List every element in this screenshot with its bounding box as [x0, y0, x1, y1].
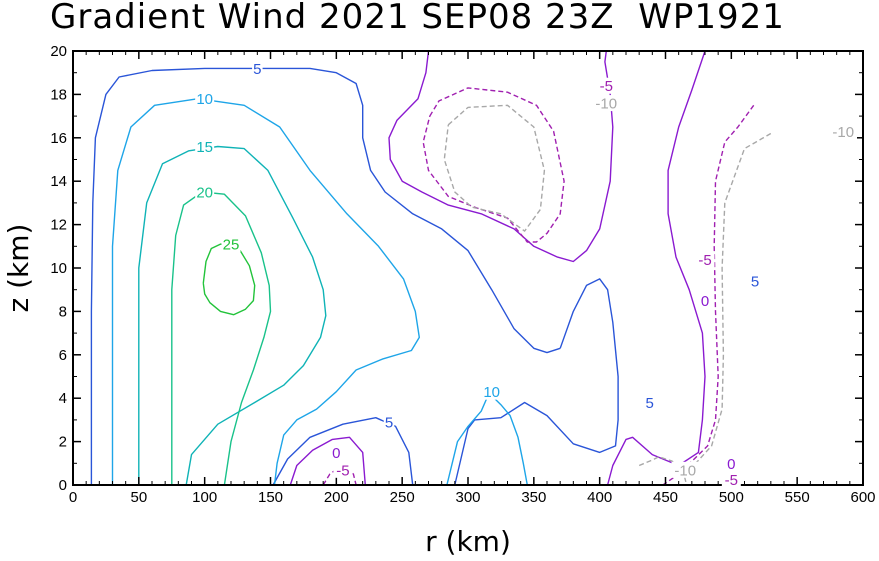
contour-label-bg [482, 383, 502, 400]
contour-label--10-10: -10 [832, 124, 854, 141]
contour-label-bg [749, 273, 761, 290]
contour-label-bg [221, 236, 241, 253]
y-tick-label-12: 12 [50, 217, 67, 234]
contour-line-15-5 [138, 145, 327, 486]
y-axis-label: z (km) [2, 224, 35, 313]
contour-label-5-12: 5 [646, 395, 654, 412]
contour-label-bg [829, 123, 857, 140]
contour-line-5-2 [454, 278, 619, 486]
contour-label--5-18: -5 [725, 472, 738, 489]
y-tick-label-4: 4 [59, 390, 67, 407]
y-tick-label-6: 6 [59, 347, 67, 364]
contour-line-10-4 [446, 395, 528, 486]
contour-line--10-16 [638, 456, 688, 486]
contour-label-0-8: 0 [701, 293, 709, 310]
contour-label-bg [596, 77, 616, 94]
y-tick-label-10: 10 [50, 260, 67, 277]
contour-line-5-1 [272, 417, 414, 486]
y-tick-label-18: 18 [50, 86, 67, 103]
contour-label-bg [195, 138, 215, 155]
contour-label--10-6: -10 [595, 96, 617, 113]
contour-line-5-0 [90, 67, 561, 485]
x-tick-label-100: 100 [192, 489, 217, 506]
contour-line--5-13 [662, 104, 755, 486]
contour-line--5-11 [422, 87, 565, 243]
y-tick-label-20: 20 [50, 43, 67, 60]
contour-line-25-7 [202, 243, 256, 316]
x-tick-label-450: 450 [653, 489, 678, 506]
contour-label-bg [333, 461, 353, 478]
contour-label-5-0: 5 [253, 61, 261, 78]
contour-label-bg [383, 414, 395, 431]
contour-label--5-15: -5 [336, 462, 349, 479]
contour-label--5-5: -5 [600, 78, 613, 95]
contour-label-0-16: 0 [727, 456, 735, 473]
contour-label-10-1: 10 [196, 91, 213, 108]
contour-label-25-4: 25 [223, 237, 240, 254]
contour-label-0-14: 0 [332, 445, 340, 462]
chart-title: Gradient Wind 2021 SEP08 23Z WP1921 [50, 0, 785, 37]
contour-line-10-3 [111, 98, 420, 486]
contour-line-20-6 [171, 191, 272, 486]
plot-frame [72, 50, 864, 486]
contour-label-5-9: 5 [751, 274, 759, 291]
y-tick-label-8: 8 [59, 303, 67, 320]
contour-line-0-10 [606, 50, 706, 486]
contour-label-bg [195, 184, 215, 201]
contour-label-bg [331, 444, 342, 461]
contour-line--10-14 [443, 104, 546, 232]
contour-label-20-3: 20 [196, 185, 213, 202]
y-tick-label-16: 16 [50, 130, 67, 147]
contour-label-bg [252, 60, 263, 77]
contour-label-bg [671, 461, 699, 478]
contour-label-bg [644, 394, 655, 411]
contour-line-0-9 [289, 436, 366, 486]
x-tick-label-150: 150 [258, 489, 283, 506]
contour-label-bg [695, 251, 715, 268]
x-tick-label-600: 600 [850, 489, 875, 506]
contour-label-5-13: 5 [385, 415, 393, 432]
x-tick-label-0: 0 [69, 489, 77, 506]
y-tick-label-2: 2 [59, 434, 67, 451]
contour-label--10-17: -10 [674, 462, 696, 479]
contour-line-0-8 [388, 50, 614, 263]
x-axis-label: r (km) [425, 525, 511, 558]
y-tick-label-0: 0 [59, 477, 67, 494]
contour-label-bg [592, 95, 620, 112]
x-tick-label-500: 500 [719, 489, 744, 506]
x-tick-label-50: 50 [130, 489, 147, 506]
contour-label-bg [721, 471, 741, 488]
y-tick-label-14: 14 [50, 173, 67, 190]
contour-label-10-11: 10 [483, 384, 500, 401]
contour-label-bg [195, 90, 215, 107]
tick-layer: 0 50 100 150 200 250 300 350 400 450 500 550 6000246… [50, 43, 875, 506]
x-tick-label-550: 550 [785, 489, 810, 506]
x-tick-label-200: 200 [324, 489, 349, 506]
contour-label-15-2: 15 [196, 139, 213, 156]
x-tick-label-300: 300 [455, 489, 480, 506]
contour-line--10-15 [675, 132, 772, 475]
contour-label--5-7: -5 [698, 252, 711, 269]
x-tick-label-400: 400 [587, 489, 612, 506]
x-tick-label-250: 250 [390, 489, 415, 506]
contour-label-bg [726, 455, 737, 472]
contour-label-bg [699, 292, 711, 309]
contour-layer [90, 50, 772, 486]
x-tick-label-350: 350 [521, 489, 546, 506]
